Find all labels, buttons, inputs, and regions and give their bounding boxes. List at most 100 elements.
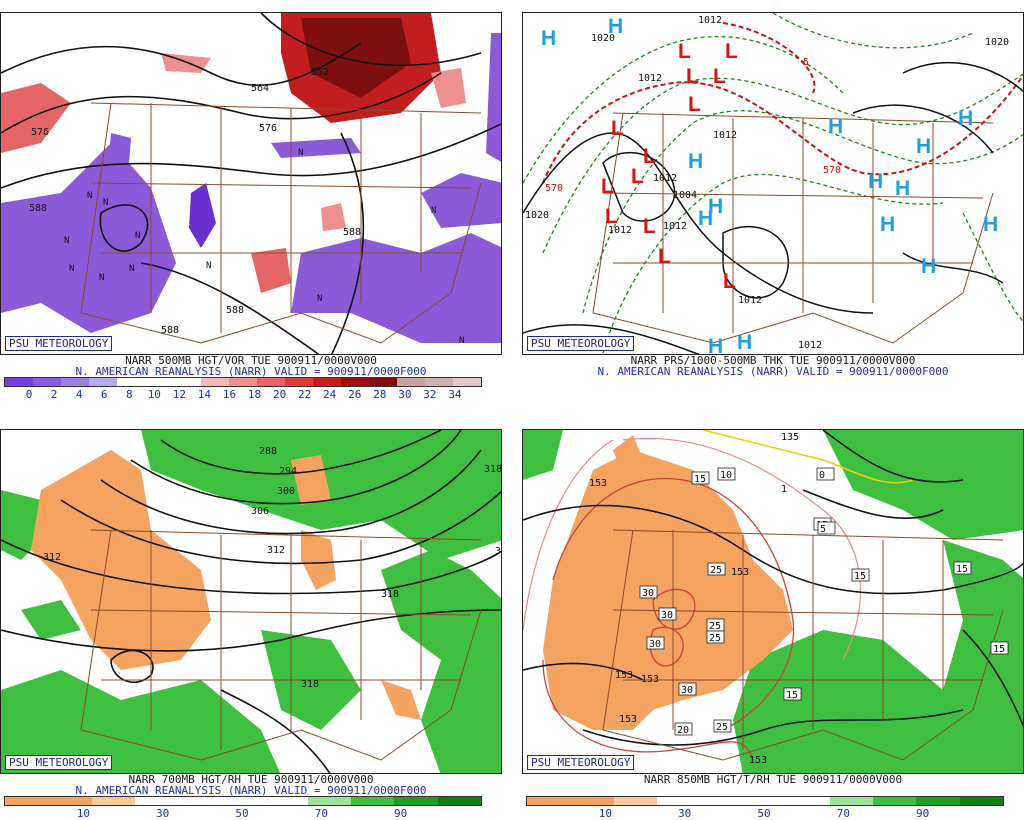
colorbar-tick-label: 0	[25, 388, 33, 401]
temperature-label: 15	[694, 474, 706, 485]
n-marker: N	[135, 231, 140, 241]
panel-title: NARR 700MB HGT/RH TUE 900911/0000V000	[128, 773, 374, 786]
low-pressure-marker: L	[631, 165, 644, 188]
high-pressure-marker: H	[921, 255, 936, 278]
colorbar-segment	[307, 797, 352, 805]
temperature-box	[953, 561, 972, 575]
colorbar-tick-label: 30	[398, 388, 412, 401]
high-pressure-marker: H	[983, 213, 998, 236]
map-500mb-svg: 576 552 564 576 588 588 588 588 N N N N …	[1, 13, 501, 354]
colorbar-tick-label: 10	[598, 807, 612, 820]
vorticity-colorbar-ticks: 0 2 4 6 8 10 12 14 16 18 20 22 24 26 28 30 32 34	[4, 389, 480, 401]
high-pressure-marker: H	[688, 150, 703, 173]
colorbar-segment	[178, 797, 222, 805]
temperature-label: 20	[677, 725, 689, 736]
low-pressure-marker: L	[688, 93, 701, 116]
contour-label: 576	[31, 127, 49, 138]
colorbar-segment	[221, 797, 265, 805]
map-thickness: 1020 1012 1012 1004 1012 1012 1012 1012 …	[522, 12, 1024, 355]
colorbar-segment	[700, 797, 744, 805]
temperature-label: 25	[709, 621, 721, 632]
contour-label: 1	[781, 484, 787, 495]
low-pressure-marker: L	[611, 117, 624, 140]
rh-colorbar	[4, 796, 482, 806]
colorbar-tick-label: 30	[678, 807, 692, 820]
temperature-box	[639, 585, 658, 599]
contour-label: 153	[615, 670, 633, 681]
high-pressure-marker: H	[541, 27, 556, 50]
contour-label: 1012	[663, 221, 687, 232]
rh-colorbar	[526, 796, 1004, 806]
temperature-label: 15	[854, 571, 866, 582]
temperature-box	[674, 722, 693, 736]
colorbar-segment	[61, 378, 89, 386]
colorbar-segment	[257, 378, 285, 386]
colorbar-segment	[173, 378, 201, 386]
colorbar-tick-label: 90	[394, 807, 408, 820]
colorbar-segment	[613, 797, 657, 805]
high-pressure-marker: H	[828, 115, 843, 138]
colorbar-tick-label: 8	[125, 388, 133, 401]
colorbar-tick-label: 50	[757, 807, 771, 820]
temperature-label: 25	[716, 722, 728, 733]
temperature-label: 0	[819, 470, 825, 481]
high-pressure-marker: H	[958, 107, 973, 130]
high-pressure-marker: H	[708, 335, 723, 355]
colorbar-tick-label: 28	[373, 388, 387, 401]
panel-subtitle: N. AMERICAN REANALYSIS (NARR) VALID = 90…	[597, 365, 949, 378]
temperature-box	[717, 467, 736, 481]
temperature-label: 30	[661, 610, 673, 621]
colorbar-segment	[285, 378, 313, 386]
n-marker: N	[87, 191, 92, 201]
colorbar-tick-label: 24	[323, 388, 337, 401]
colorbar-segment	[145, 378, 173, 386]
contour-label: 1012	[738, 295, 762, 306]
colorbar-segment	[656, 797, 701, 805]
colorbar-segment	[425, 378, 453, 386]
map-500mb: 576 552 564 576 588 588 588 588 N N N N …	[0, 12, 502, 355]
low-pressure-marker: L	[678, 40, 691, 63]
temperature-box	[678, 682, 697, 696]
colorbar-segment	[959, 797, 1003, 805]
n-marker: N	[69, 264, 74, 274]
n-marker: N	[64, 236, 69, 246]
contour-label: 300	[277, 486, 295, 497]
temperature-label: 5	[820, 524, 826, 535]
panel-title: NARR 850MB HGT/T/RH TUE 900911/0000V000	[643, 773, 903, 786]
vorticity-colorbar	[4, 377, 482, 387]
colorbar-tick-label: 12	[172, 388, 186, 401]
low-pressure-marker: L	[643, 215, 656, 238]
contour-label: 294	[279, 466, 297, 477]
contour-label: 576	[259, 123, 277, 134]
colorbar-segment	[264, 797, 308, 805]
contour-label: 1004	[673, 190, 697, 201]
map-850mb: 153 153 153 153 153 153 135 1 15 10 15 0 5 25…	[522, 429, 1024, 774]
psu-badge: PSU METEOROLOGY	[5, 755, 113, 770]
temperature-box	[646, 636, 665, 650]
colorbar-tick-label: 32	[423, 388, 437, 401]
contour-label: 312	[267, 545, 285, 556]
n-marker: N	[298, 148, 303, 158]
colorbar-segment	[743, 797, 787, 805]
map-700mb-svg: 288 294 300 306 312 312 318 318 318 3	[1, 430, 501, 773]
contour-label: 588	[29, 203, 47, 214]
contour-label: 570	[823, 165, 841, 176]
contour-label: 1020	[525, 210, 549, 221]
high-pressure-marker: H	[698, 207, 713, 230]
low-pressure-marker: L	[658, 245, 671, 268]
colorbar-tick-label: 26	[348, 388, 362, 401]
colorbar-tick-label: 50	[235, 807, 249, 820]
colorbar-tick-label: 34	[448, 388, 462, 401]
colorbar-tick-label: 70	[314, 807, 328, 820]
colorbar-segment	[570, 797, 614, 805]
colorbar-segment	[394, 797, 438, 805]
colorbar-tick-label: 30	[156, 807, 170, 820]
temperature-label: 10	[720, 470, 732, 481]
contour-label: 1012	[698, 15, 722, 26]
contour-label: 1012	[713, 130, 737, 141]
psu-badge: PSU METEOROLOGY	[527, 755, 635, 770]
colorbar-segment	[229, 378, 257, 386]
colorbar-segment	[397, 378, 425, 386]
colorbar-tick-label: 22	[298, 388, 312, 401]
temperature-box	[713, 719, 732, 733]
